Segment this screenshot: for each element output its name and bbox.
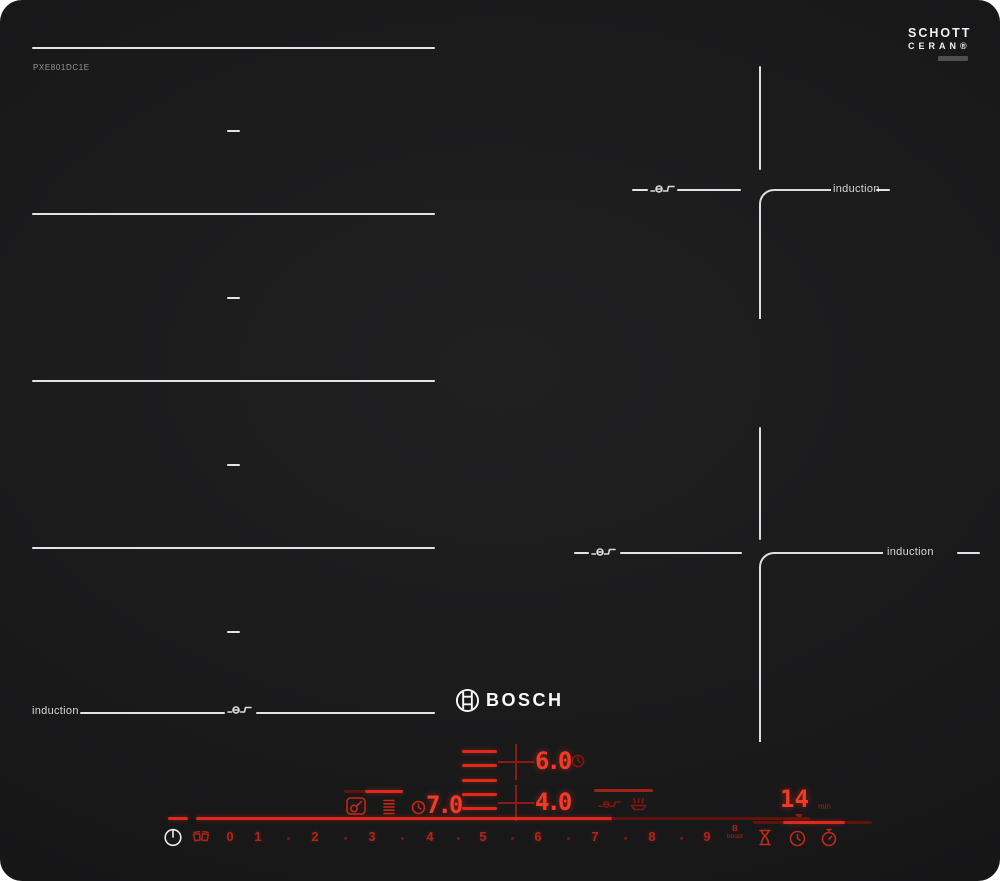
slider-dot: [567, 837, 570, 840]
zone-line: [632, 189, 648, 191]
keep-warm-icon[interactable]: [630, 796, 647, 811]
slider-dot: [401, 837, 404, 840]
timer-line-dim-right: [845, 821, 872, 824]
cookware-icon: [650, 182, 675, 194]
zone-line: [256, 712, 435, 714]
zone-center-mark: [227, 297, 240, 299]
zone-divider-line: [759, 66, 761, 170]
zone-corner-line: [759, 552, 883, 742]
induction-label-bottom-right: induction: [887, 546, 934, 558]
zone-select-cross-bottom[interactable]: [515, 785, 517, 821]
flex-level-segment: [462, 793, 497, 796]
boost-label: boost: [727, 833, 743, 840]
schott-ceran-line1: SCHOTT: [908, 26, 972, 40]
power-button[interactable]: [163, 827, 183, 847]
bosch-logo: BOSCH: [455, 688, 564, 713]
zone-line: [620, 552, 742, 554]
left-zone-indicator-bar: [365, 790, 403, 793]
zone-select-cross-top[interactable]: [515, 744, 517, 780]
boost-button[interactable]: B boost: [724, 825, 746, 841]
power-level-8[interactable]: 8: [648, 829, 656, 844]
power-level-9[interactable]: 9: [703, 829, 711, 844]
flex-level-segment: [462, 779, 497, 782]
cooking-timer-icon[interactable]: [789, 830, 806, 847]
stopwatch-icon[interactable]: [820, 828, 838, 847]
power-level-0[interactable]: 0: [226, 829, 234, 844]
timer-clock-icon-left[interactable]: [411, 800, 426, 815]
pans-icon[interactable]: [191, 829, 212, 844]
timer-clock-icon-small[interactable]: [571, 754, 585, 768]
zone-line: [957, 552, 980, 554]
timer-unit-label: min: [818, 802, 831, 811]
slider-dot: [457, 837, 460, 840]
timer-display: 14: [780, 785, 809, 813]
flex-zone-line-2: [32, 213, 435, 215]
bosch-armature-icon: [455, 688, 480, 713]
function-indicator-bar: [594, 789, 653, 792]
flex-level-segment: [462, 764, 497, 767]
move-pan-icon[interactable]: [346, 797, 366, 815]
cookware-icon: [227, 703, 252, 715]
power-slider-active-line[interactable]: [196, 817, 612, 820]
schott-ceran-line2: CERAN®: [908, 41, 971, 51]
induction-label-bottom-left: induction: [32, 705, 79, 717]
timer-marker-triangle: [795, 814, 803, 819]
power-level-5[interactable]: 5: [479, 829, 487, 844]
left-zone-power-display: 7.0: [426, 791, 463, 819]
zone-corner-line: [759, 189, 831, 319]
slider-dot: [680, 837, 683, 840]
zone-line: [876, 189, 890, 191]
zone-center-mark: [227, 464, 240, 466]
zone-center-mark: [227, 130, 240, 132]
schott-ceran-logo: SCHOTT CERAN®: [908, 26, 970, 61]
bosch-logo-text: BOSCH: [486, 690, 564, 710]
power-slider-inactive-line[interactable]: [612, 817, 810, 820]
flex-zone-line-3: [32, 380, 435, 382]
flex-zone-line-4: [32, 547, 435, 549]
boost-initial: B: [732, 824, 738, 833]
model-number: PXE801DC1E: [33, 63, 90, 72]
zone-line: [80, 712, 225, 714]
slider-dot: [624, 837, 627, 840]
slider-dot: [287, 837, 290, 840]
flex-segments-icon[interactable]: [383, 799, 395, 815]
right-bottom-zone-power-display: 4.0: [535, 788, 572, 816]
timer-line-dim-left: [753, 821, 783, 824]
slider-line-start[interactable]: [168, 817, 188, 820]
left-zone-indicator-bar-dim: [344, 790, 365, 793]
slider-dot: [344, 837, 347, 840]
ceran-certification-badge: [938, 56, 968, 61]
flex-level-segment: [462, 750, 497, 753]
flex-level-segment: [462, 807, 497, 810]
zone-line: [574, 552, 589, 554]
cookware-function-icon[interactable]: [598, 798, 621, 809]
timer-line-active: [783, 821, 845, 824]
power-level-7[interactable]: 7: [591, 829, 599, 844]
flex-zone-line-1: [32, 47, 435, 49]
zone-center-mark: [227, 631, 240, 633]
power-level-3[interactable]: 3: [368, 829, 376, 844]
power-level-2[interactable]: 2: [311, 829, 319, 844]
induction-label-top-right: induction: [833, 183, 880, 195]
slider-dot: [511, 837, 514, 840]
cookware-icon: [591, 545, 616, 557]
power-level-4[interactable]: 4: [426, 829, 434, 844]
zone-line: [677, 189, 741, 191]
hourglass-timer-icon[interactable]: [757, 829, 773, 846]
right-top-zone-power-display: 6.0: [535, 747, 572, 775]
power-level-6[interactable]: 6: [534, 829, 542, 844]
power-level-1[interactable]: 1: [254, 829, 262, 844]
zone-divider-line: [759, 427, 761, 540]
